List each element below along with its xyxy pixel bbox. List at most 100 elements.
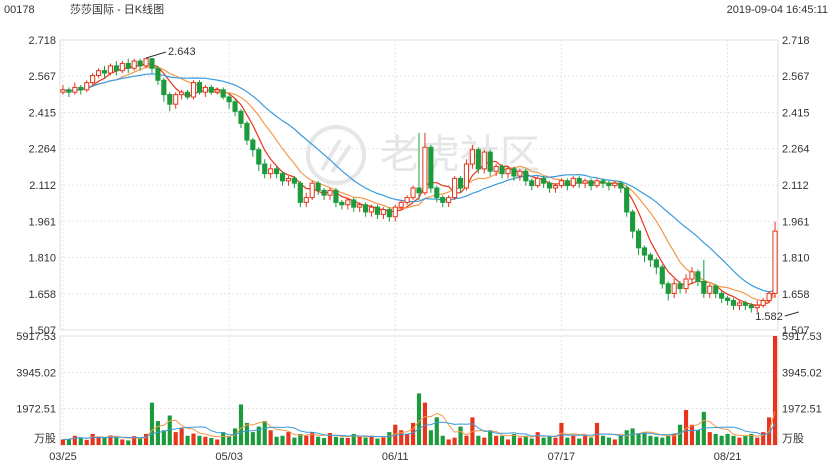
candle — [398, 199, 404, 210]
candle — [588, 178, 594, 191]
candle — [440, 195, 446, 208]
candle — [208, 85, 214, 95]
volume-tick-label: 1972.51 — [16, 404, 56, 416]
candle — [161, 77, 167, 102]
volume-bar — [452, 437, 457, 445]
candle-body — [202, 86, 208, 93]
candle — [457, 176, 464, 193]
candle — [119, 61, 125, 74]
volume-bar — [399, 430, 404, 445]
volume-bar — [505, 439, 511, 445]
volume-bar — [286, 432, 291, 445]
volume-bar — [375, 438, 380, 445]
volume-bar — [494, 435, 499, 445]
volume-bar — [547, 435, 552, 445]
price-tick-label: 1.961 — [28, 216, 56, 228]
candle-body — [552, 185, 559, 189]
candle-body — [274, 168, 280, 175]
candle-body — [291, 177, 297, 184]
volume-bar — [143, 433, 149, 445]
volume-bar — [600, 435, 606, 445]
candle — [368, 204, 375, 217]
candle-body — [238, 110, 244, 124]
date-tick-label: 05/03 — [215, 451, 243, 463]
volume-bar — [535, 432, 540, 445]
candle — [291, 176, 297, 188]
candle-body — [630, 211, 636, 232]
volume-bar — [126, 440, 131, 445]
candle — [576, 176, 582, 188]
volume-bar — [624, 430, 629, 445]
volume-bar — [227, 436, 232, 445]
volume-bar — [405, 433, 410, 445]
volume-bar — [636, 433, 641, 445]
candle — [635, 228, 642, 256]
candle — [683, 274, 689, 294]
candle — [529, 178, 535, 191]
candle — [220, 87, 226, 100]
candle — [730, 298, 737, 311]
candle-body — [351, 199, 357, 208]
volume-bar — [749, 433, 754, 445]
volume-bar — [719, 435, 724, 445]
volume-bar — [363, 437, 368, 445]
candle-body — [345, 199, 351, 206]
candle — [469, 144, 475, 169]
volume-bar — [476, 435, 481, 445]
candle — [274, 166, 280, 179]
candle-body — [440, 197, 446, 203]
volume-bar — [440, 435, 445, 445]
candle — [422, 132, 428, 196]
price-tick-label: 2.264 — [28, 144, 56, 156]
volume-bar — [695, 430, 700, 445]
candle-body — [60, 89, 66, 93]
candlestick-series — [60, 57, 778, 313]
candle-body — [730, 300, 737, 306]
candle — [60, 85, 66, 95]
candle-body — [582, 180, 588, 184]
candle — [232, 99, 238, 117]
candle-body — [185, 91, 191, 98]
candle — [475, 147, 481, 174]
candle-body — [653, 259, 659, 268]
candle-body — [303, 197, 309, 203]
volume-tick-label: 1972.51 — [782, 404, 822, 416]
volume-bar — [84, 439, 89, 445]
candle — [606, 180, 612, 191]
candle — [689, 267, 695, 284]
candle — [754, 300, 760, 313]
volume-bar — [672, 433, 677, 445]
volume-bar — [191, 433, 196, 445]
candle — [428, 144, 434, 193]
volume-bar — [316, 436, 321, 445]
price-tick-label: 2.567 — [782, 71, 810, 83]
candle-body — [647, 254, 653, 261]
volume-bar — [689, 424, 695, 445]
candle-body — [357, 204, 363, 208]
candle — [137, 58, 143, 71]
volume-bar — [108, 435, 113, 445]
volume-bar — [185, 435, 190, 445]
candle — [339, 199, 345, 210]
candle-body — [665, 283, 671, 294]
volume-ma5-line — [62, 411, 776, 440]
candle-body — [101, 70, 108, 74]
candle — [321, 187, 327, 200]
candle-body — [511, 168, 517, 177]
volume-bar — [339, 437, 344, 445]
price-tick-label: 2.264 — [782, 144, 810, 156]
candle — [612, 180, 618, 188]
volume-bar — [381, 437, 386, 445]
volume-bar — [274, 436, 279, 445]
candle-body — [84, 82, 90, 91]
candle-body — [95, 70, 102, 76]
volume-bar — [772, 336, 778, 445]
volume-bar — [357, 436, 362, 445]
candle-body — [250, 139, 256, 151]
volume-bar — [351, 433, 356, 445]
volume-bar — [155, 421, 160, 445]
candle — [505, 166, 511, 179]
candle-body — [161, 79, 167, 96]
candle — [541, 176, 547, 188]
